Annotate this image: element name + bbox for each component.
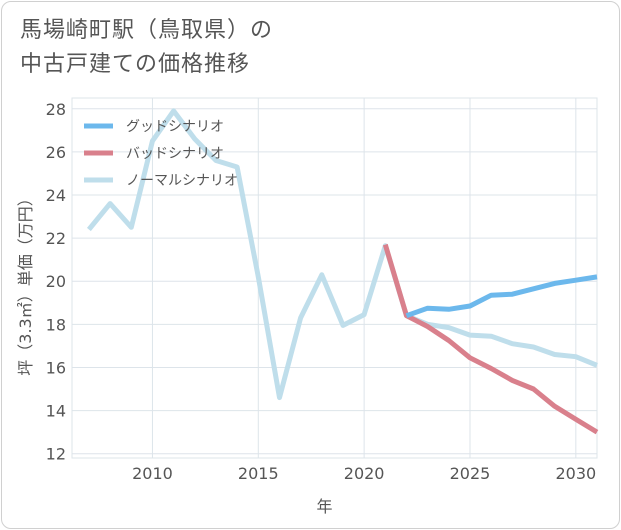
series-lines — [86, 108, 599, 435]
legend-label-good: グッドシナリオ — [126, 119, 224, 135]
y-tick-label: 18 — [46, 315, 66, 334]
x-tick-label: 2010 — [132, 464, 173, 483]
x-tick-label: 2025 — [450, 464, 491, 483]
series-line-normal — [86, 108, 598, 401]
y-tick-label: 20 — [46, 272, 66, 291]
chart-title-line2: 中古戸建ての価格推移 — [20, 52, 251, 77]
y-tick-label: 12 — [46, 445, 66, 464]
legend-label-bad: バッドシナリオ — [126, 146, 224, 162]
y-tick-label: 24 — [46, 186, 66, 205]
axes: 12 14 16 18 20 22 24 26 28 2010 2015 2020 2025 2030 年 坪… — [16, 100, 596, 516]
x-tick-label: 2015 — [238, 464, 279, 483]
x-tick-label: 2020 — [344, 464, 385, 483]
x-axis-title: 年 — [316, 497, 332, 516]
y-axis-title: 坪（3.3㎡）単価（万円） — [16, 190, 35, 375]
y-tick-label: 22 — [46, 229, 66, 248]
x-tick-label: 2030 — [555, 464, 596, 483]
chart-title-line1: 馬場崎町駅（鳥取県）の — [20, 18, 274, 43]
y-tick-label: 14 — [46, 402, 66, 421]
series-line-bad — [382, 243, 599, 435]
series-line-good — [405, 274, 598, 319]
y-tick-label: 26 — [46, 143, 66, 162]
chart-title: 馬場崎町駅（鳥取県）の 中古戸建ての価格推移 — [20, 14, 273, 82]
y-tick-label: 16 — [46, 358, 66, 377]
legend-label-normal: ノーマルシナリオ — [126, 173, 238, 189]
y-tick-label: 28 — [46, 100, 66, 119]
grid — [71, 97, 598, 459]
